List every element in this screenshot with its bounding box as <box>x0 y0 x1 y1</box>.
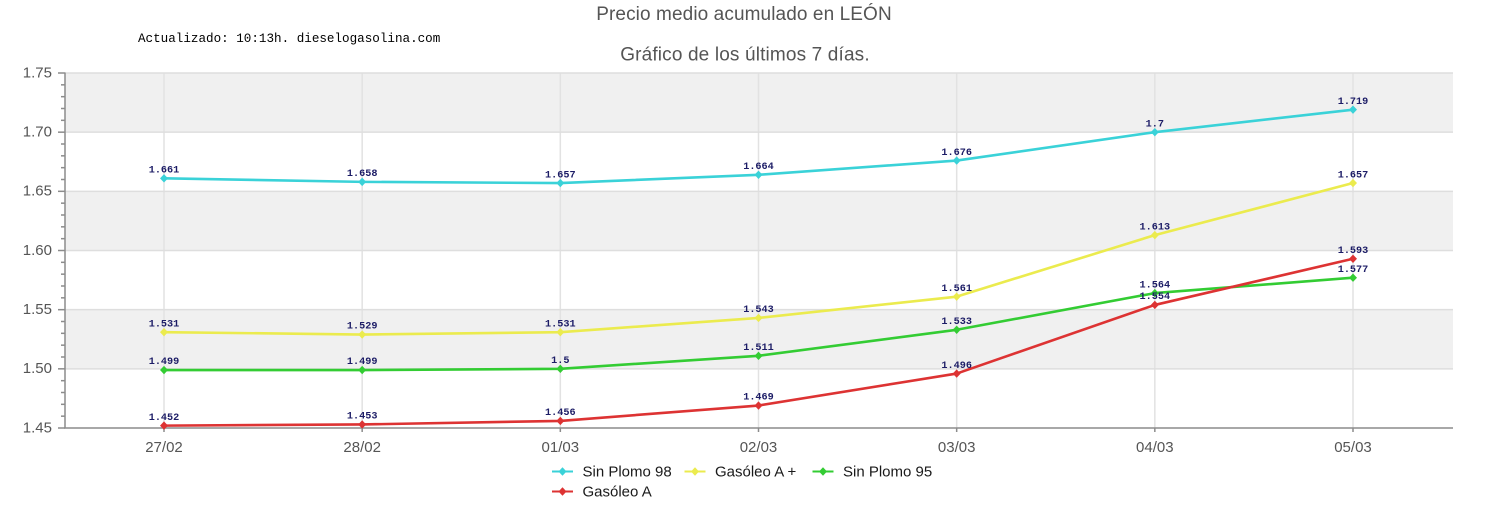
svg-text:1.664: 1.664 <box>743 162 774 173</box>
svg-text:1.5: 1.5 <box>551 356 569 367</box>
svg-text:1.529: 1.529 <box>347 322 378 333</box>
svg-text:04/03: 04/03 <box>1136 439 1174 456</box>
svg-text:1.45: 1.45 <box>23 419 52 436</box>
svg-text:1.613: 1.613 <box>1140 222 1171 233</box>
svg-text:Actualizado: 10:13h. dieseloga: Actualizado: 10:13h. dieselogasolina.com <box>138 32 440 46</box>
svg-text:27/02: 27/02 <box>145 439 183 456</box>
svg-text:1.499: 1.499 <box>149 357 180 368</box>
svg-text:1.661: 1.661 <box>149 166 180 177</box>
svg-text:1.496: 1.496 <box>941 361 972 372</box>
svg-text:Sin Plomo 98: Sin Plomo 98 <box>583 464 672 481</box>
svg-text:1.719: 1.719 <box>1338 97 1369 108</box>
svg-text:1.564: 1.564 <box>1140 280 1171 291</box>
svg-text:1.60: 1.60 <box>23 242 52 259</box>
svg-text:1.593: 1.593 <box>1338 246 1369 257</box>
svg-text:Gráfico de los últimos 7 días.: Gráfico de los últimos 7 días. <box>620 45 870 66</box>
svg-text:1.456: 1.456 <box>545 408 576 419</box>
svg-text:Gasóleo A: Gasóleo A <box>583 484 652 501</box>
svg-text:1.452: 1.452 <box>149 413 180 424</box>
svg-text:1.533: 1.533 <box>941 317 972 328</box>
svg-text:1.65: 1.65 <box>23 183 52 200</box>
svg-text:1.499: 1.499 <box>347 357 378 368</box>
svg-text:Sin Plomo 95: Sin Plomo 95 <box>843 464 932 481</box>
svg-text:1.531: 1.531 <box>149 319 180 330</box>
svg-text:1.453: 1.453 <box>347 412 378 423</box>
svg-text:05/03: 05/03 <box>1334 439 1372 456</box>
svg-text:1.55: 1.55 <box>23 301 52 318</box>
svg-text:1.577: 1.577 <box>1338 265 1369 276</box>
svg-text:1.511: 1.511 <box>743 343 774 354</box>
svg-text:Precio medio acumulado en LEÓN: Precio medio acumulado en LEÓN <box>596 3 892 25</box>
svg-text:1.75: 1.75 <box>23 64 52 81</box>
svg-text:01/03: 01/03 <box>542 439 580 456</box>
svg-text:1.658: 1.658 <box>347 169 378 180</box>
svg-text:1.657: 1.657 <box>545 170 576 181</box>
svg-text:Gasóleo A +: Gasóleo A + <box>715 464 797 481</box>
svg-text:1.543: 1.543 <box>743 305 774 316</box>
svg-text:1.554: 1.554 <box>1140 292 1171 303</box>
svg-text:28/02: 28/02 <box>343 439 381 456</box>
svg-text:03/03: 03/03 <box>938 439 976 456</box>
svg-text:1.50: 1.50 <box>23 360 52 377</box>
svg-text:1.657: 1.657 <box>1338 170 1369 181</box>
svg-text:1.469: 1.469 <box>743 393 774 404</box>
svg-text:1.676: 1.676 <box>941 148 972 159</box>
svg-text:02/03: 02/03 <box>740 439 778 456</box>
svg-text:1.561: 1.561 <box>941 284 972 295</box>
svg-text:1.7: 1.7 <box>1146 119 1164 130</box>
svg-text:1.70: 1.70 <box>23 124 52 141</box>
svg-text:1.531: 1.531 <box>545 319 576 330</box>
